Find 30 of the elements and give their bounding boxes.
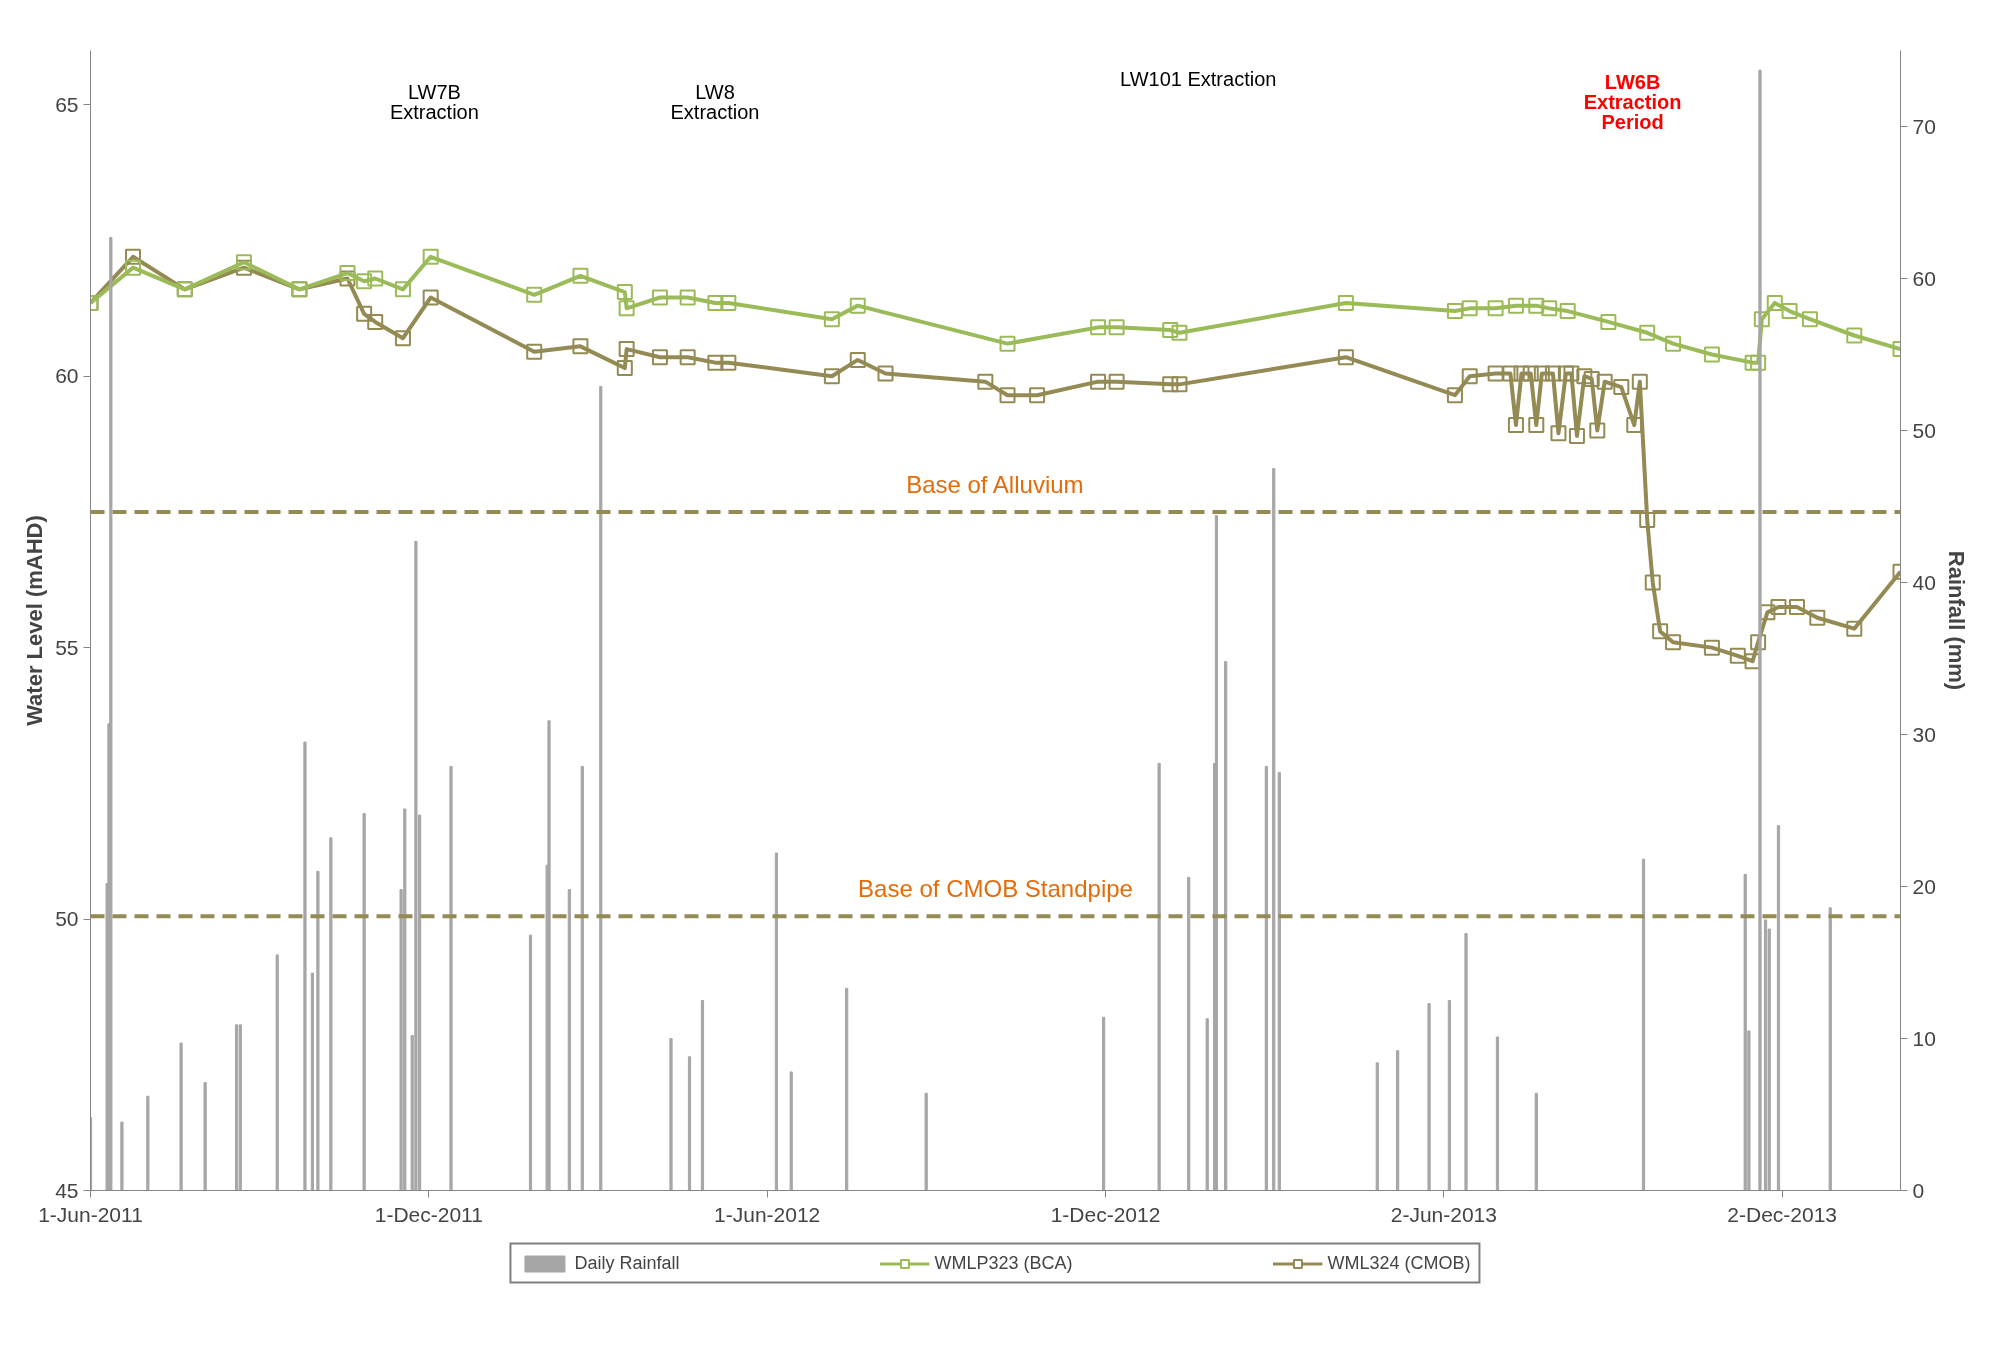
- legend-label: WML324 (CMOB): [1327, 1252, 1471, 1274]
- x-tick-label: 2-Jun-2013: [1390, 1202, 1497, 1226]
- y-tick-label: 45: [55, 1178, 79, 1202]
- y2-tick-label: 50: [1912, 418, 1936, 442]
- y-tick-label: 50: [55, 907, 79, 931]
- annotation: LW8 Extraction: [670, 80, 760, 123]
- ref-line-label: Base of CMOB Standpipe: [858, 875, 1133, 903]
- legend-label: WMLP323 (BCA): [934, 1252, 1073, 1274]
- x-tick-label: 1-Dec-2012: [1050, 1202, 1161, 1226]
- y2-tick-label: 70: [1912, 114, 1936, 138]
- y2-tick-label: 0: [1912, 1178, 1925, 1202]
- x-tick-label: 1-Jun-2011: [38, 1202, 143, 1226]
- legend-label: Daily Rainfall: [574, 1252, 680, 1274]
- y-tick-label: 65: [55, 92, 79, 116]
- y2-tick-label: 40: [1912, 570, 1936, 594]
- annotation: LW6B Extraction Period: [1583, 71, 1682, 133]
- x-tick-label: 2-Dec-2013: [1727, 1202, 1838, 1226]
- y-tick-label: 60: [55, 364, 79, 388]
- y2-axis-title: Rainfall (mm): [1943, 550, 1969, 691]
- x-tick-label: 1-Dec-2011: [374, 1202, 483, 1226]
- y-axis-title: Water Level (mAHD): [22, 515, 48, 726]
- y2-tick-label: 20: [1912, 874, 1936, 898]
- y-tick-label: 55: [55, 635, 79, 659]
- annotation: LW7B Extraction: [389, 80, 479, 123]
- y2-tick-label: 60: [1912, 266, 1936, 290]
- ref-line-label: Base of Alluvium: [906, 470, 1084, 498]
- x-tick-label: 1-Jun-2012: [714, 1202, 821, 1226]
- annotation: LW101 Extraction: [1120, 68, 1277, 90]
- y2-tick-label: 10: [1912, 1026, 1936, 1050]
- y2-tick-label: 30: [1912, 722, 1936, 746]
